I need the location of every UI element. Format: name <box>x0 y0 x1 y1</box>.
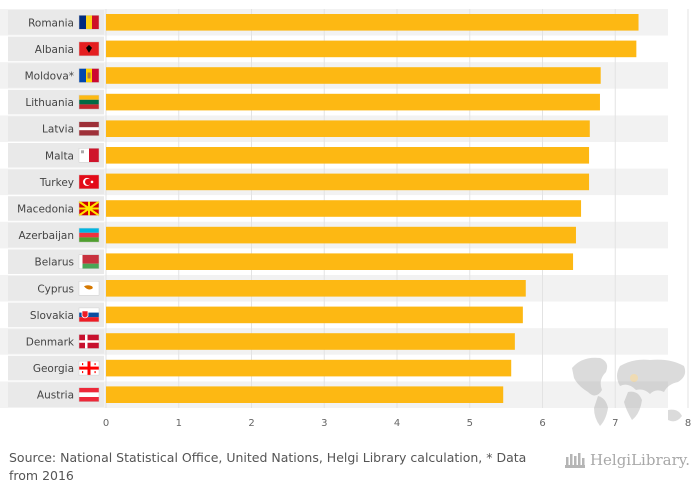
flag-latvia-icon <box>78 121 100 136</box>
x-tick-label: 1 <box>176 418 182 429</box>
bar <box>106 14 639 31</box>
x-tick-label: 3 <box>321 418 327 429</box>
category-label: Albania <box>35 44 74 56</box>
x-tick-label: 7 <box>612 418 618 429</box>
source-note: Source: National Statistical Office, Uni… <box>9 450 527 483</box>
category-label: Cyprus <box>37 283 74 295</box>
flag-lithuania-icon <box>78 94 100 110</box>
category-label: Slovakia <box>30 310 74 322</box>
category-label: Lithuania <box>25 97 74 109</box>
world-map-icon <box>572 357 686 426</box>
flag-moldova-icon <box>78 68 100 83</box>
bar <box>106 120 590 137</box>
x-tick-label: 2 <box>248 418 254 429</box>
flag-slovakia-icon <box>78 307 100 323</box>
flag-azerbaijan-icon <box>78 227 100 243</box>
flag-belarus-icon <box>78 254 100 269</box>
bar <box>106 226 576 244</box>
bar <box>106 173 590 191</box>
flag-austria-icon <box>78 387 100 402</box>
bar <box>106 200 582 217</box>
category-label: Georgia <box>33 363 74 375</box>
map-highlight <box>630 374 638 382</box>
bar <box>106 359 512 377</box>
bar <box>106 306 523 324</box>
x-tick-label: 5 <box>467 418 473 429</box>
category-label: Moldova* <box>25 71 74 83</box>
bar <box>106 147 590 164</box>
bar <box>106 40 637 58</box>
category-label: Austria <box>37 390 74 402</box>
flag-malta-icon <box>78 148 100 163</box>
bar-chart: 0 1 2 3 4 5 6 7 8 Romania Albania Moldova* Lithuania… <box>0 9 691 429</box>
category-label: Malta <box>45 150 74 162</box>
flag-cyprus-icon <box>78 281 100 296</box>
brand-name: HelgiLibrary. <box>589 451 690 469</box>
category-label: Macedonia <box>17 204 74 216</box>
category-label: Romania <box>28 17 74 29</box>
bar <box>106 253 574 270</box>
x-tick-label: 8 <box>685 418 691 429</box>
bar <box>106 280 526 297</box>
bar <box>106 93 600 111</box>
bar <box>106 333 515 350</box>
x-tick-label: 4 <box>394 418 400 429</box>
flag-albania-icon <box>78 41 100 57</box>
category-label: Azerbaijan <box>19 230 75 242</box>
bar <box>106 386 504 403</box>
flag-denmark-icon <box>78 334 100 349</box>
x-tick-label: 0 <box>103 418 109 429</box>
flag-romania-icon <box>78 15 100 30</box>
category-label: Latvia <box>42 124 74 136</box>
x-tick-label: 6 <box>539 418 545 429</box>
flag-macedonia-icon <box>78 200 100 217</box>
flag-turkey-icon <box>78 174 100 190</box>
category-label: Turkey <box>39 177 74 189</box>
category-label: Belarus <box>35 257 74 269</box>
flag-georgia-icon <box>78 360 100 376</box>
helgi-library-logo[interactable]: HelgiLibrary. <box>564 451 690 469</box>
category-label: Denmark <box>26 337 75 349</box>
library-building-icon <box>564 453 585 468</box>
bar <box>106 67 601 84</box>
